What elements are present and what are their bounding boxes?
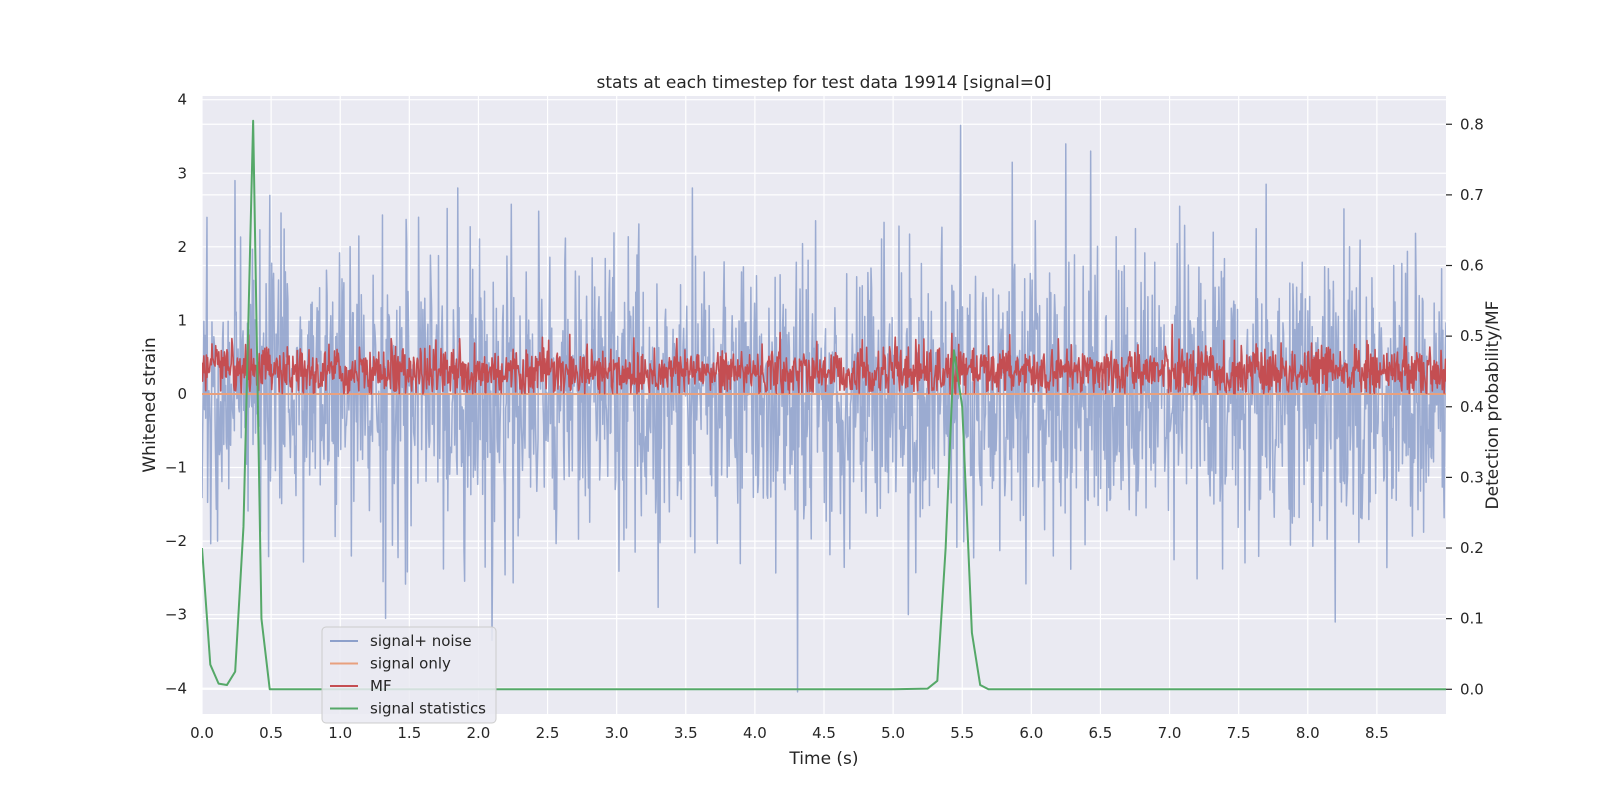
y-tick-label: −2 [165, 532, 187, 550]
series-mf [202, 323, 1446, 395]
y2-tick-label: 0.1 [1460, 610, 1484, 628]
x-tick-label: 5.5 [950, 724, 974, 742]
chart-title: stats at each timestep for test data 199… [597, 73, 1052, 93]
x-tick-label: 1.0 [328, 724, 352, 742]
y-tick-label: 0 [177, 385, 187, 403]
y2-tick-label: 0.0 [1460, 680, 1484, 698]
legend-label: MF [370, 677, 392, 695]
y-tick-label: 3 [177, 164, 187, 182]
x-tick-label: 7.0 [1158, 724, 1182, 742]
legend-label: signal statistics [370, 700, 486, 718]
y-tick-label: 4 [177, 91, 187, 109]
x-tick-label: 3.0 [605, 724, 629, 742]
series-signal-noise [202, 124, 1446, 693]
x-tick-label: 2.0 [467, 724, 491, 742]
series-signal-statistics [202, 119, 1446, 691]
y-tick-label: −1 [165, 459, 187, 477]
x-tick-label: 5.0 [881, 724, 905, 742]
y2-tick-label: 0.6 [1460, 257, 1484, 275]
x-axis-label: Time (s) [788, 749, 858, 769]
x-tick-label: 3.5 [674, 724, 698, 742]
x-tick-label: 2.5 [536, 724, 560, 742]
y2-tick-label: 0.8 [1460, 115, 1484, 133]
x-tick-label: 0.0 [190, 724, 214, 742]
y2-tick-label: 0.4 [1460, 398, 1484, 416]
legend-label: signal only [370, 655, 451, 673]
y2-axis-label: Detection probability/MF [1483, 301, 1503, 510]
y-axis-label: Whitened strain [140, 337, 160, 472]
y2-tick-label: 0.7 [1460, 186, 1484, 204]
x-tick-label: 6.0 [1019, 724, 1043, 742]
y-tick-label: −3 [165, 606, 187, 624]
x-tick-label: 8.5 [1365, 724, 1389, 742]
legend: signal+ noise signal only MF signal statist… [321, 626, 497, 724]
x-tick-label: 6.5 [1089, 724, 1113, 742]
axes: 0.0 0.5 1.0 1.5 2.0 2.5 3.0 3.5 4.0 4.5 5.0 5.5 6.0 6… [165, 91, 1484, 742]
y2-tick-label: 0.2 [1460, 539, 1484, 557]
x-tick-label: 7.5 [1227, 724, 1251, 742]
y2-tick-label: 0.5 [1460, 327, 1484, 345]
x-tick-label: 1.5 [397, 724, 421, 742]
x-tick-label: 4.0 [743, 724, 767, 742]
x-tick-label: 0.5 [259, 724, 283, 742]
y-tick-label: 1 [177, 311, 187, 329]
legend-box [321, 626, 497, 724]
x-tick-label: 4.5 [812, 724, 836, 742]
y-tick-label: −4 [165, 679, 187, 697]
x-tick-label: 8.0 [1296, 724, 1320, 742]
y-tick-label: 2 [177, 238, 187, 256]
series-layer [202, 119, 1446, 693]
legend-label: signal+ noise [370, 632, 472, 650]
y2-tick-label: 0.3 [1460, 468, 1484, 486]
